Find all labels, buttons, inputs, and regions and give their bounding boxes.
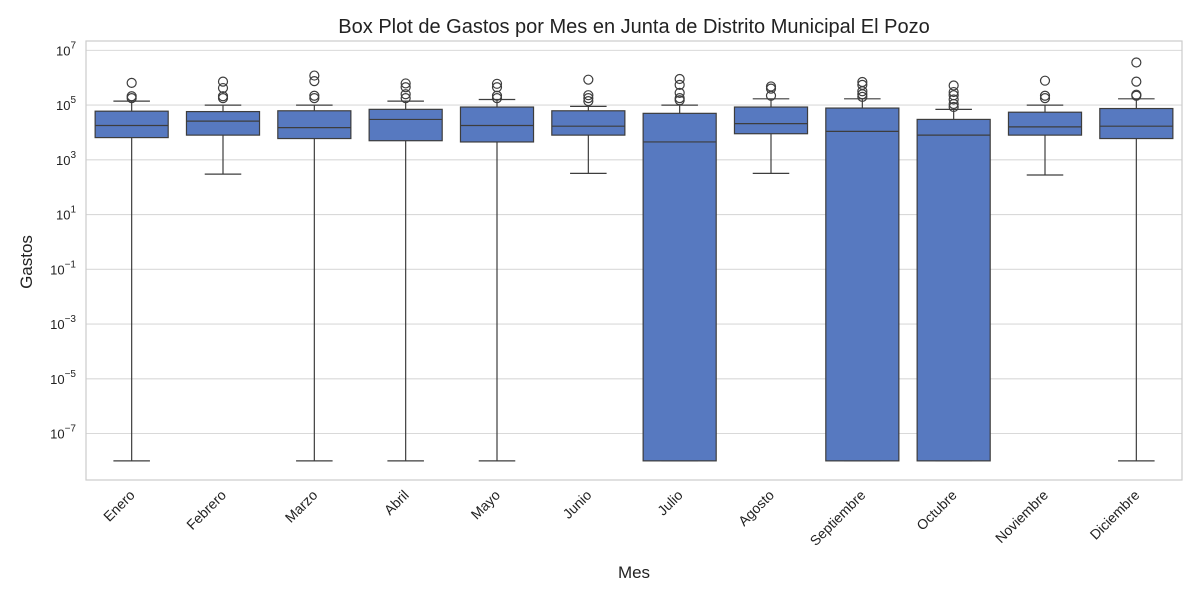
outlier-point [674, 73, 685, 85]
x-tick-label: Mayo [468, 487, 504, 523]
outlier-point [309, 90, 320, 101]
y-tick-label: 103 [56, 150, 76, 168]
x-axis-label: Mes [618, 563, 650, 582]
x-tick-labels: Enero Febrero Marzo Abril Mayo Junio Julio Agos… [100, 487, 1143, 549]
outlier-point [857, 76, 868, 88]
box-julio [642, 73, 717, 462]
iqr-box [1099, 107, 1174, 140]
iqr-box [277, 110, 352, 140]
outlier-point [948, 94, 959, 105]
outlier-point [857, 79, 868, 90]
y-tick-labels: 107 105 103 101 10−1 10−3 10−5 10−7 [50, 40, 76, 441]
outlier-point [674, 93, 685, 104]
boxes [94, 57, 1174, 462]
box-mayo [459, 78, 535, 462]
outlier-point [1039, 75, 1051, 86]
iqr-box [733, 106, 809, 135]
outlier-point [583, 93, 594, 104]
outlier-point [400, 78, 411, 89]
outlier-point [217, 76, 229, 87]
box-noviembre [1007, 75, 1083, 176]
outlier-point [583, 90, 594, 101]
outlier-point [1039, 90, 1051, 101]
grid-lines [86, 49, 1182, 435]
iqr-box [368, 108, 443, 142]
iqr-box [459, 106, 535, 143]
outlier-point [765, 81, 777, 92]
outlier-point [309, 76, 320, 87]
outlier-point [948, 90, 959, 101]
x-tick-label: Julio [654, 487, 686, 519]
x-tick-label: Junio [559, 487, 594, 522]
box-abril [368, 78, 443, 462]
box-febrero [185, 76, 261, 175]
outlier-point [948, 101, 959, 113]
outlier-point [126, 77, 137, 88]
x-tick-label: Marzo [282, 487, 321, 526]
box-octubre [916, 80, 991, 462]
outlier-point [948, 86, 959, 98]
outlier-point [126, 93, 137, 104]
outlier-point [491, 82, 503, 93]
iqr-box [94, 110, 169, 139]
y-tick-label: 10−3 [50, 314, 76, 332]
y-tick-label: 10−1 [50, 259, 76, 277]
outlier-point [948, 80, 959, 91]
chart-title: Box Plot de Gastos por Mes en Junta de D… [338, 16, 929, 38]
outlier-point [491, 78, 503, 89]
outlier-point [857, 91, 868, 102]
y-axis-label: Gastos [17, 235, 36, 289]
plot-frame [85, 40, 1183, 481]
y-tick-label: 101 [56, 205, 76, 223]
iqr-box [551, 110, 626, 136]
x-tick-label: Febrero [183, 487, 229, 533]
iqr-box [642, 112, 717, 462]
outlier-point [217, 91, 229, 102]
x-tick-label: Octubre [913, 487, 960, 534]
outlier-point [1131, 89, 1142, 100]
y-tick-label: 107 [56, 40, 76, 58]
outlier-point [583, 96, 594, 107]
y-tick-label: 10−5 [50, 369, 76, 387]
outlier-point [583, 74, 594, 85]
x-tick-label: Noviembre [992, 487, 1051, 546]
outlier-point [400, 93, 411, 104]
x-tick-label: Abril [381, 487, 412, 518]
box-agosto [733, 81, 809, 174]
iqr-box [825, 107, 900, 462]
x-tick-label: Septiembre [807, 487, 869, 549]
x-tick-label: Enero [100, 487, 138, 525]
x-tick-label: Agosto [735, 487, 777, 529]
outlier-point [1131, 76, 1142, 87]
box-diciembre [1099, 57, 1174, 462]
outlier-point [1131, 57, 1142, 68]
outlier-point [309, 70, 320, 81]
box-enero [94, 77, 169, 462]
iqr-box [185, 110, 261, 136]
box-junio [551, 74, 626, 174]
y-tick-label: 10−7 [50, 424, 76, 442]
outlier-point [400, 82, 411, 93]
box-marzo [277, 70, 352, 462]
iqr-box [916, 118, 991, 462]
outlier-point [400, 89, 411, 100]
outlier-point [674, 87, 685, 98]
box-septiembre [825, 76, 900, 462]
y-tick-label: 105 [56, 95, 76, 113]
x-tick-label: Diciembre [1087, 487, 1143, 543]
iqr-box [1007, 111, 1083, 136]
outlier-point [674, 79, 685, 90]
outlier-point [217, 82, 229, 94]
